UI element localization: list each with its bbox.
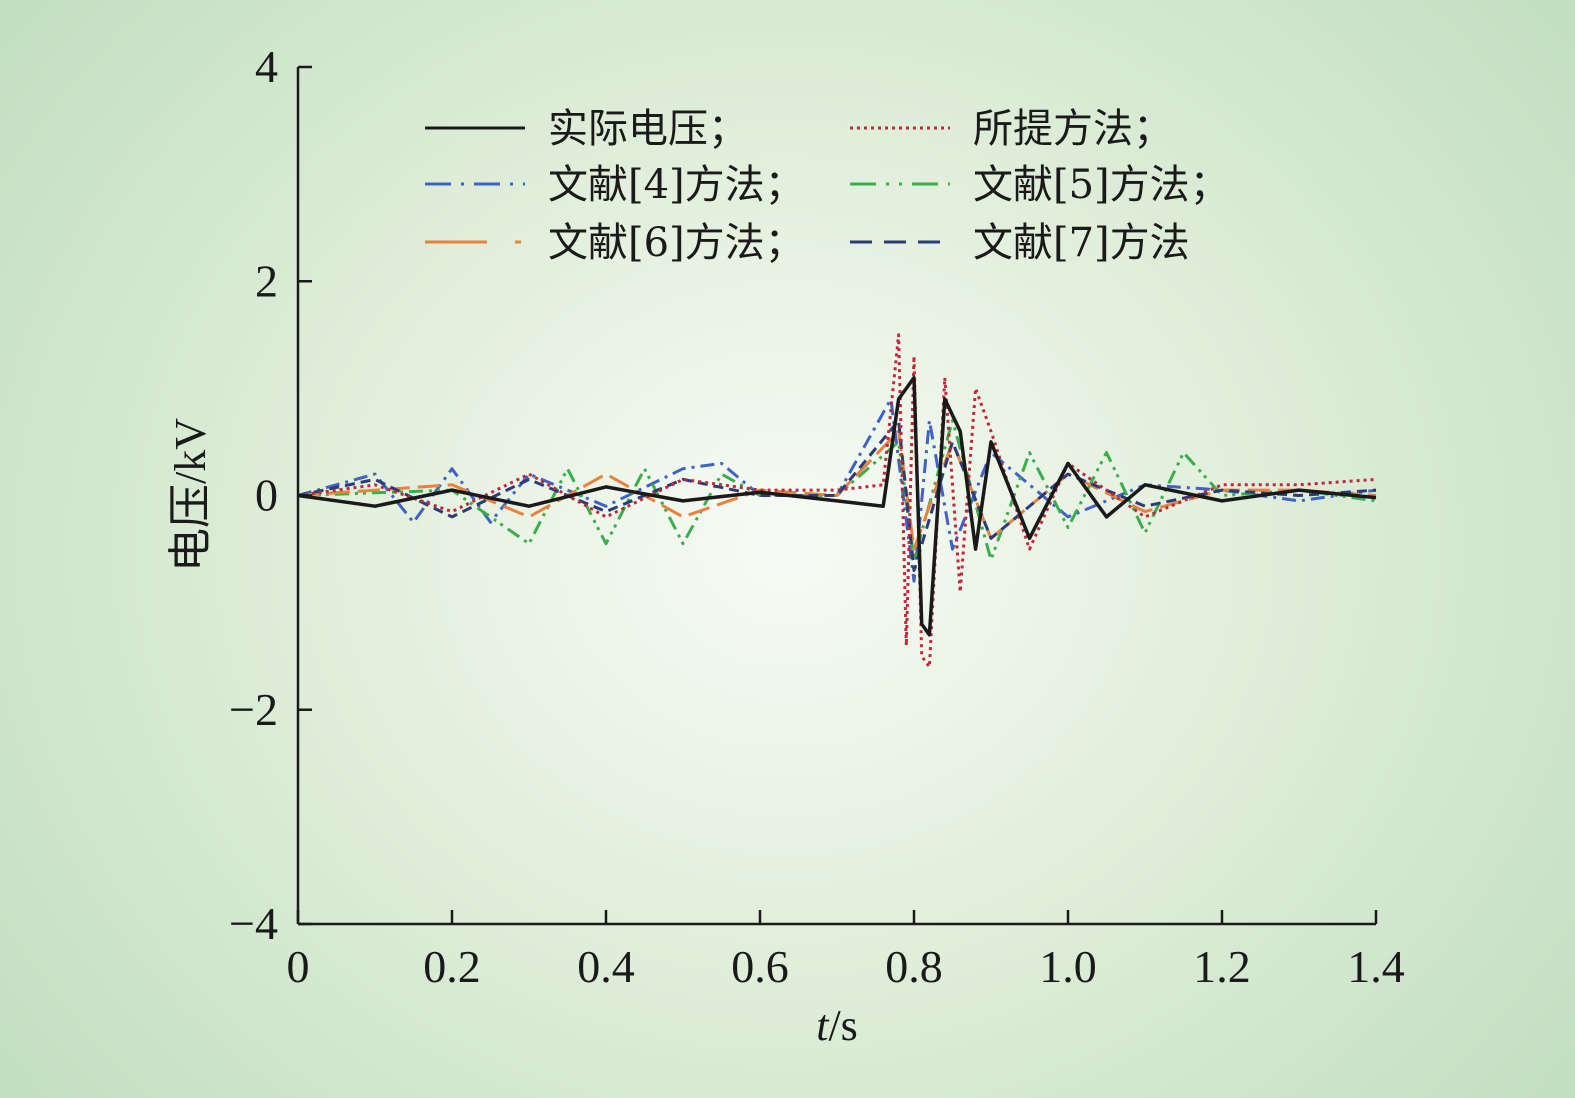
x-tick-label: 0.6 — [731, 941, 789, 992]
legend-label-ref5: 文献[5]方法； — [973, 162, 1230, 208]
x-axis-unit: /s — [828, 1001, 857, 1050]
axes — [296, 65, 1378, 926]
x-tick-label: 1.4 — [1347, 941, 1405, 992]
legend-label-ref7: 文献[7]方法 — [973, 220, 1190, 266]
x-tick-label: 0 — [287, 941, 310, 992]
x-axis-title: t/s — [816, 1001, 858, 1050]
legend-label-actual: 实际电压； — [548, 106, 748, 152]
series-line-5 — [297, 419, 1377, 572]
x-tick-label: 1.2 — [1193, 941, 1251, 992]
y-tick-label: 4 — [255, 41, 278, 92]
tick-labels: 420−2−40 0.2 0.4 0.6 0.8 1.0 1.2 1.4 — [229, 41, 1405, 992]
y-tick-label: −2 — [229, 684, 278, 735]
x-tick-label: 1.0 — [1039, 941, 1097, 992]
y-axis-title: 电压/kV — [166, 418, 215, 572]
x-axis-variable: t — [816, 1001, 830, 1050]
series-layer — [297, 333, 1377, 669]
series-line-0 — [297, 375, 1377, 637]
legend: 实际电压； 所提方法； 文献[4]方法； 文献[5]方法； 文献[6]方法； 文… — [425, 106, 1230, 266]
x-tick-label: 0.2 — [423, 941, 481, 992]
y-tick-label: 2 — [255, 255, 278, 306]
y-tick-label: 0 — [255, 470, 278, 521]
legend-label-ref4: 文献[4]方法； — [548, 162, 805, 208]
legend-label-ref6: 文献[6]方法； — [548, 220, 805, 266]
x-tick-label: 0.8 — [885, 941, 943, 992]
x-tick-label: 0.4 — [577, 941, 635, 992]
y-tick-label: −4 — [229, 898, 278, 949]
legend-label-proposed: 所提方法； — [973, 106, 1173, 152]
